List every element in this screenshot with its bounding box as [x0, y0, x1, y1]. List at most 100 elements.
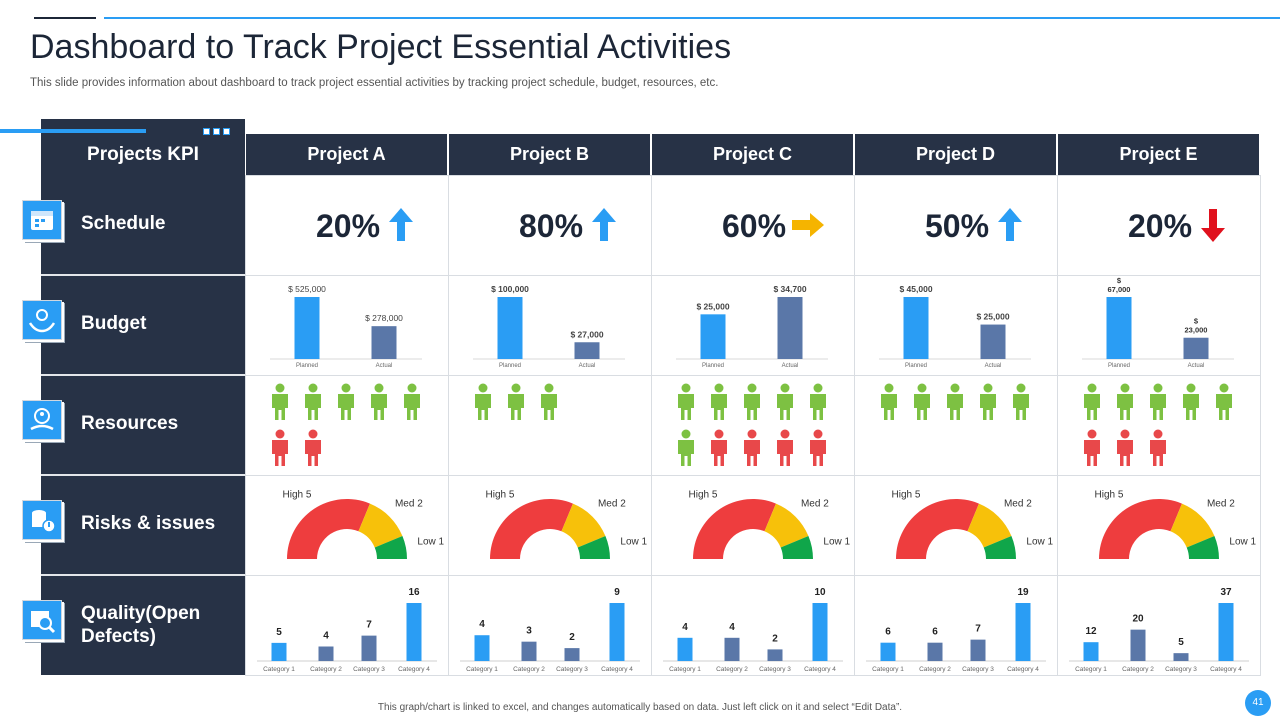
bar-value-label: $ 278,000 [365, 313, 403, 323]
gauge-segment [287, 499, 370, 559]
person-icon-available [711, 383, 727, 420]
bar-value-label: 10 [814, 587, 826, 598]
bar-value-label: 37 [1220, 587, 1232, 598]
bar [271, 642, 287, 661]
person-icon-available [980, 383, 996, 420]
sidebar-row-label: Budget [81, 313, 147, 334]
magnifier-gear-icon [22, 600, 62, 640]
gauge-segment [1186, 536, 1219, 559]
category-label: Category 3 [962, 666, 994, 673]
chart-bar: $ 525,000 Planned $ 278,000 Actual [270, 284, 422, 369]
coins-alert-icon [22, 500, 62, 540]
schedule-percent: 60% [722, 208, 787, 244]
category-label: Category 3 [1165, 666, 1197, 673]
schedule-percent: 80% [519, 208, 584, 244]
bar [609, 603, 625, 661]
gauge-label: Med 2 [1207, 499, 1235, 510]
category-label: Planned [296, 363, 318, 369]
arrow-up-icon [389, 208, 413, 241]
bar-value-label: $ 525,000 [288, 284, 326, 294]
kpi-cell [448, 175, 652, 276]
bar-value-label: 4 [682, 622, 688, 633]
bar [1218, 603, 1234, 661]
bar-value-label: 4 [729, 622, 735, 633]
bar-value-label: 2 [569, 632, 575, 643]
person-icon-available [1084, 383, 1100, 420]
category-label: Category 4 [1007, 666, 1039, 673]
bar [1015, 603, 1031, 661]
chart-gauge: High 5 Med 2 Low 1 [689, 489, 851, 559]
gauge-segment [358, 503, 403, 548]
bar-value-label: 5 [1178, 637, 1184, 648]
bar [521, 641, 537, 661]
chart-pictogram [881, 383, 1029, 420]
person-icon-available [404, 383, 420, 420]
person-icon-available [338, 383, 354, 420]
schedule-percent: 20% [1128, 208, 1193, 244]
bar-value-label: $ 100,000 [491, 284, 529, 294]
category-label: Category 2 [1122, 666, 1154, 673]
bar [574, 342, 600, 359]
category-label: Category 1 [1075, 666, 1107, 673]
gauge-segment [561, 503, 606, 548]
gauge-label: Low 1 [620, 537, 647, 548]
category-label: Category 4 [1210, 666, 1242, 673]
arrow-down-icon [1201, 209, 1225, 242]
category-label: Category 1 [263, 666, 295, 673]
gauge-label: Med 2 [598, 499, 626, 510]
bar-value-label: 19 [1017, 587, 1029, 598]
bar [406, 603, 422, 661]
person-icon-available [1013, 383, 1029, 420]
category-label: Actual [1188, 363, 1205, 369]
schedule-percent: 20% [316, 208, 381, 244]
category-label: Planned [499, 363, 521, 369]
person-icon-available [1183, 383, 1199, 420]
category-label: Actual [579, 363, 596, 369]
sidebar-row-divider [41, 474, 245, 476]
bar [318, 646, 334, 661]
category-label: Actual [782, 363, 799, 369]
bar-value-label: 4 [323, 631, 329, 642]
person-icon-unavailable [810, 429, 826, 466]
bar-value-label: $ 34,700 [773, 284, 806, 294]
sidebar-row-divider [41, 574, 245, 576]
person-icon-available [678, 383, 694, 420]
sidebar-row-label: Quality(Open Defects) [81, 603, 201, 647]
chart-gauge: High 5 Med 2 Low 1 [892, 489, 1054, 559]
schedule-percent: 50% [925, 208, 990, 244]
bar-value-label: 23,000 [1185, 326, 1208, 335]
category-label: Category 2 [513, 666, 545, 673]
bar [1183, 337, 1209, 359]
person-icon-unavailable [711, 429, 727, 466]
category-label: Category 1 [466, 666, 498, 673]
bar-value-label: $ [1194, 317, 1199, 326]
bar-value-label: 5 [276, 627, 282, 638]
bar [767, 649, 783, 661]
gauge-segment [764, 503, 809, 548]
category-label: Category 3 [759, 666, 791, 673]
category-label: Category 3 [353, 666, 385, 673]
person-icon-available [541, 383, 557, 420]
category-label: Category 3 [556, 666, 588, 673]
bar-value-label: $ [1117, 276, 1122, 285]
chart-gauge: High 5 Med 2 Low 1 [283, 489, 445, 559]
category-label: Planned [1108, 363, 1130, 369]
person-icon-available [914, 383, 930, 420]
bar [474, 635, 490, 661]
category-label: Planned [905, 363, 927, 369]
gauge-label: Low 1 [417, 537, 444, 548]
page-subtitle: This slide provides information about da… [30, 77, 719, 89]
kpi-header: Projects KPI [87, 144, 199, 165]
footer-note: This graph/chart is linked to excel, and… [377, 702, 903, 713]
chart-bar: 4 Category 1 3 Category 2 2 Category 3 9 Catego… [460, 587, 640, 673]
sidebar-row-label: Schedule [81, 213, 166, 234]
person-icon-available [508, 383, 524, 420]
person-icon-unavailable [744, 429, 760, 466]
gauge-label: Med 2 [395, 499, 423, 510]
category-label: Category 1 [669, 666, 701, 673]
project-header: Project C [652, 134, 853, 175]
arrow-right-icon [792, 213, 824, 237]
sidebar-row-label: Resources [81, 413, 179, 434]
gauge-label: High 5 [486, 489, 515, 500]
category-label: Category 4 [804, 666, 836, 673]
